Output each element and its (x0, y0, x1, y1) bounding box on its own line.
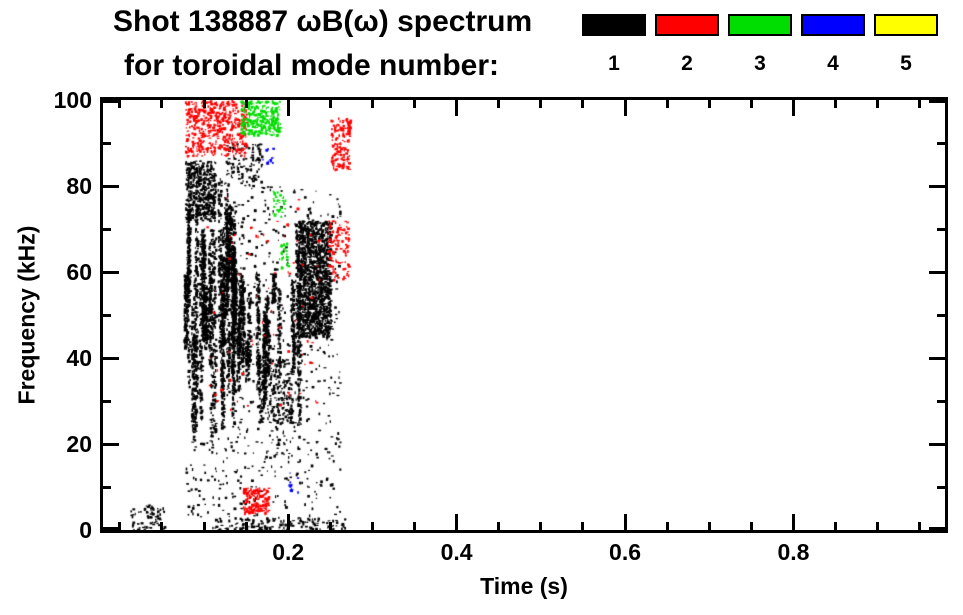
tick-mark (103, 527, 119, 530)
legend-mode-number-3: 3 (754, 52, 766, 75)
tick-mark (202, 522, 206, 530)
tick-mark (103, 227, 111, 231)
tick-mark (370, 100, 374, 108)
tick-mark (929, 527, 945, 530)
tick-mark (160, 100, 164, 108)
tick-mark (455, 514, 459, 530)
y-tick-label: 60 (66, 259, 92, 285)
tick-mark (929, 270, 945, 274)
tick-mark (876, 522, 880, 530)
legend-mode-numbers: 1 2 3 4 5 (582, 52, 938, 76)
tick-mark (937, 485, 945, 489)
legend-mode-number-1: 1 (608, 52, 620, 75)
tick-mark (929, 184, 945, 188)
y-tick-label: 100 (53, 87, 92, 113)
tick-mark (876, 100, 880, 108)
x-tick-label: 0.8 (777, 539, 810, 565)
plot-canvas (103, 100, 945, 530)
tick-mark (937, 313, 945, 317)
tick-mark (937, 399, 945, 403)
tick-mark (286, 100, 290, 116)
y-tick-label: 80 (66, 173, 92, 199)
legend-swatch-mode-5 (874, 14, 938, 36)
tick-mark (929, 356, 945, 360)
y-axis-title: Frequency (kHz) (13, 225, 40, 405)
tick-mark (103, 442, 119, 446)
tick-mark (929, 442, 945, 446)
legend-mode-number-5: 5 (900, 52, 912, 75)
legend-swatch-mode-4 (801, 14, 865, 36)
tick-mark (328, 522, 332, 530)
tick-mark (103, 399, 111, 403)
tick-mark (937, 227, 945, 231)
tick-mark (370, 522, 374, 530)
tick-mark (918, 100, 922, 108)
tick-mark (929, 100, 945, 103)
tick-mark (244, 100, 248, 108)
legend-mode-number-2: 2 (681, 52, 693, 75)
tick-mark (623, 514, 627, 530)
y-tick-label: 40 (66, 345, 92, 371)
x-axis-title: Time (s) (480, 573, 568, 599)
tick-mark (497, 522, 501, 530)
tick-mark (665, 522, 669, 530)
y-tick-label: 0 (79, 517, 92, 543)
tick-mark (103, 141, 111, 145)
tick-mark (918, 522, 922, 530)
tick-mark (623, 100, 627, 116)
x-tick-label: 0.2 (272, 539, 305, 565)
chart-title-line1: Shot 138887 ωB(ω) spectrum (113, 5, 533, 38)
legend (582, 14, 938, 36)
tick-mark (707, 522, 711, 530)
tick-mark (834, 522, 838, 530)
tick-mark (497, 100, 501, 108)
tick-mark (286, 514, 290, 530)
tick-mark (103, 270, 119, 274)
tick-mark (749, 100, 753, 108)
tick-mark (581, 522, 585, 530)
tick-mark (244, 522, 248, 530)
tick-mark (539, 100, 543, 108)
tick-mark (834, 100, 838, 108)
tick-mark (118, 100, 122, 108)
tick-mark (937, 141, 945, 145)
plot-area (100, 97, 948, 533)
y-tick-label: 20 (66, 431, 92, 457)
chart-title-line2: for toroidal mode number: (124, 49, 499, 82)
tick-mark (749, 522, 753, 530)
x-tick-label: 0.6 (609, 539, 642, 565)
tick-mark (103, 313, 111, 317)
tick-mark (103, 184, 119, 188)
tick-mark (202, 100, 206, 108)
tick-mark (103, 356, 119, 360)
tick-mark (791, 100, 795, 116)
tick-mark (707, 100, 711, 108)
tick-mark (581, 100, 585, 108)
tick-mark (118, 522, 122, 530)
tick-mark (455, 100, 459, 116)
x-tick-label: 0.4 (440, 539, 473, 565)
legend-swatch-mode-2 (655, 14, 719, 36)
tick-mark (103, 100, 119, 103)
legend-swatch-mode-3 (728, 14, 792, 36)
legend-mode-number-4: 4 (827, 52, 839, 75)
legend-swatch-mode-1 (582, 14, 646, 36)
tick-mark (791, 514, 795, 530)
tick-mark (160, 522, 164, 530)
tick-mark (103, 485, 111, 489)
tick-mark (413, 100, 417, 108)
tick-mark (539, 522, 543, 530)
tick-mark (665, 100, 669, 108)
tick-mark (413, 522, 417, 530)
tick-mark (328, 100, 332, 108)
